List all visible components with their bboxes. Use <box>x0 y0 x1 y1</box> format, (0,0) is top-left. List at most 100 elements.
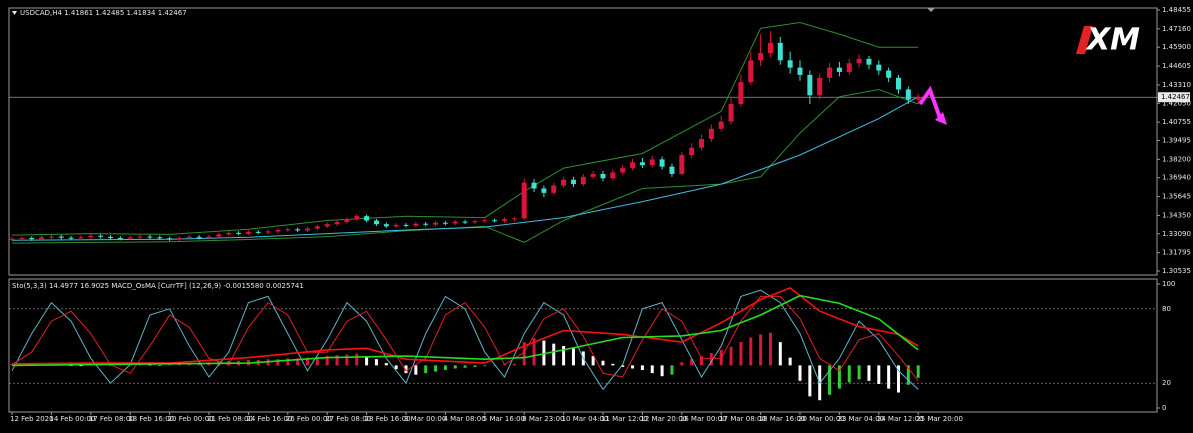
y-tick-label: 1.39495 <box>1162 137 1191 145</box>
histogram-bar <box>680 362 684 366</box>
histogram-bar <box>355 353 359 366</box>
histogram-bar <box>670 365 674 375</box>
candle-body <box>748 60 754 83</box>
candle-body <box>295 229 301 231</box>
histogram-bar <box>660 365 664 377</box>
candle-body <box>68 237 74 239</box>
histogram-bar <box>591 356 595 366</box>
histogram-bar <box>768 332 772 366</box>
candle-body <box>836 67 842 72</box>
y-tick-label: 1.33090 <box>1162 230 1191 238</box>
histogram-bar <box>906 365 910 385</box>
histogram-bar <box>621 365 625 367</box>
histogram-bar <box>69 365 73 366</box>
candle-body <box>600 173 606 179</box>
y-tick-label: 1.47160 <box>1162 25 1191 33</box>
histogram-bar <box>759 334 763 366</box>
x-tick-label: 10 Mar 04:00 <box>562 415 609 423</box>
x-tick-label: 17 Mar 08:00 <box>719 415 766 423</box>
histogram-bar <box>325 356 329 366</box>
logo-slash <box>1076 26 1093 54</box>
histogram-bar <box>700 356 703 366</box>
candle-body <box>708 128 714 139</box>
candle-body <box>275 230 281 232</box>
candle-body <box>482 220 488 222</box>
candle-body <box>157 237 163 239</box>
x-tick-label: 23 Mar 04:00 <box>837 415 884 423</box>
candle-body <box>373 220 379 225</box>
x-tick-label: 24 Feb 16:00 <box>246 415 292 423</box>
candle-body <box>305 228 310 231</box>
x-tick-label: 21 Feb 08:00 <box>207 415 253 423</box>
candle-body <box>728 104 734 122</box>
candle-body <box>413 223 419 226</box>
candle-body <box>610 172 616 179</box>
x-tick-label: 16 Mar 00:00 <box>680 415 727 423</box>
shift-marker <box>927 8 935 12</box>
candle-body <box>423 223 429 225</box>
histogram-bar <box>709 352 713 366</box>
histogram-bar <box>690 359 694 366</box>
y-tick-label: 1.34350 <box>1162 211 1191 219</box>
histogram-bar <box>296 358 300 366</box>
histogram-bar <box>739 342 743 366</box>
x-tick-label: 20 Mar 00:00 <box>798 415 845 423</box>
histogram-bar <box>473 365 477 367</box>
x-tick-label: 4 Mar 08:00 <box>443 415 485 423</box>
main-pane <box>8 7 1158 276</box>
candle-body <box>649 159 655 166</box>
candle-body <box>334 221 340 225</box>
histogram-bar <box>798 365 802 381</box>
histogram-bar <box>729 346 733 366</box>
histogram-bar <box>374 359 378 366</box>
x-tick-label: 18 Mar 16:00 <box>759 415 806 423</box>
histogram-bar <box>434 365 438 372</box>
candle-body <box>117 238 123 240</box>
histogram-bar <box>532 338 536 366</box>
main-header: USDCAD,H4 1.41861 1.42485 1.41834 1.4246… <box>20 9 187 17</box>
y-tick-label: 1.36940 <box>1162 174 1191 182</box>
histogram-bar <box>611 363 615 366</box>
indicator-line <box>11 286 919 365</box>
x-tick-label: 12 Mar 20:00 <box>640 415 687 423</box>
histogram-bar <box>276 359 280 366</box>
histogram-bar <box>463 365 467 368</box>
candle-body <box>502 219 507 221</box>
candle-body <box>344 219 350 222</box>
histogram-bar <box>365 356 369 366</box>
y-tick-label: 100 <box>1162 280 1175 288</box>
x-tick-label: 27 Feb 08:00 <box>325 415 371 423</box>
candle-body <box>777 42 783 61</box>
histogram-bar <box>414 365 418 375</box>
arrow-head <box>935 112 947 125</box>
candle-body <box>147 236 153 238</box>
current-price-label: 1.42467 <box>1161 93 1190 101</box>
x-tick-label: 8 Mar 23:00 <box>522 415 564 423</box>
y-tick-label: 20 <box>1162 379 1171 387</box>
candle-body <box>639 162 645 166</box>
y-tick-label: 1.31795 <box>1162 249 1191 257</box>
candle-body <box>876 64 882 71</box>
histogram-bar <box>788 357 792 366</box>
candle-body <box>216 234 222 237</box>
candle-body <box>738 82 744 105</box>
candle-body <box>29 238 35 240</box>
x-tick-label: 3 Mar 00:00 <box>404 415 446 423</box>
x-tick-label: 12 Feb 2020 <box>10 415 54 423</box>
y-tick-label: 1.40755 <box>1162 118 1191 126</box>
candle-body <box>19 238 25 240</box>
histogram-bar <box>404 365 408 374</box>
histogram-bar <box>828 365 832 395</box>
candle-body <box>689 147 695 155</box>
candle-body <box>196 236 202 238</box>
histogram-bar <box>522 342 526 366</box>
histogram-bar <box>168 364 172 366</box>
histogram-bar <box>443 365 447 371</box>
y-tick-label: 80 <box>1162 305 1171 313</box>
y-tick-label: 1.45900 <box>1162 43 1191 51</box>
candle-body <box>48 236 54 238</box>
candle-body <box>442 222 448 224</box>
candle-body <box>827 67 833 78</box>
candle-body <box>364 216 370 221</box>
